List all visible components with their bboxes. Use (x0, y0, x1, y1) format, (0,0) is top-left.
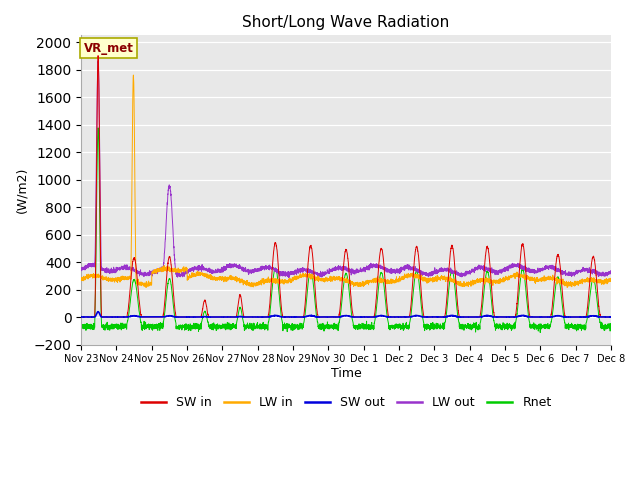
X-axis label: Time: Time (331, 367, 362, 380)
Legend: SW in, LW in, SW out, LW out, Rnet: SW in, LW in, SW out, LW out, Rnet (136, 391, 557, 414)
Text: VR_met: VR_met (84, 41, 134, 55)
Y-axis label: (W/m2): (W/m2) (15, 167, 28, 213)
Title: Short/Long Wave Radiation: Short/Long Wave Radiation (243, 15, 450, 30)
